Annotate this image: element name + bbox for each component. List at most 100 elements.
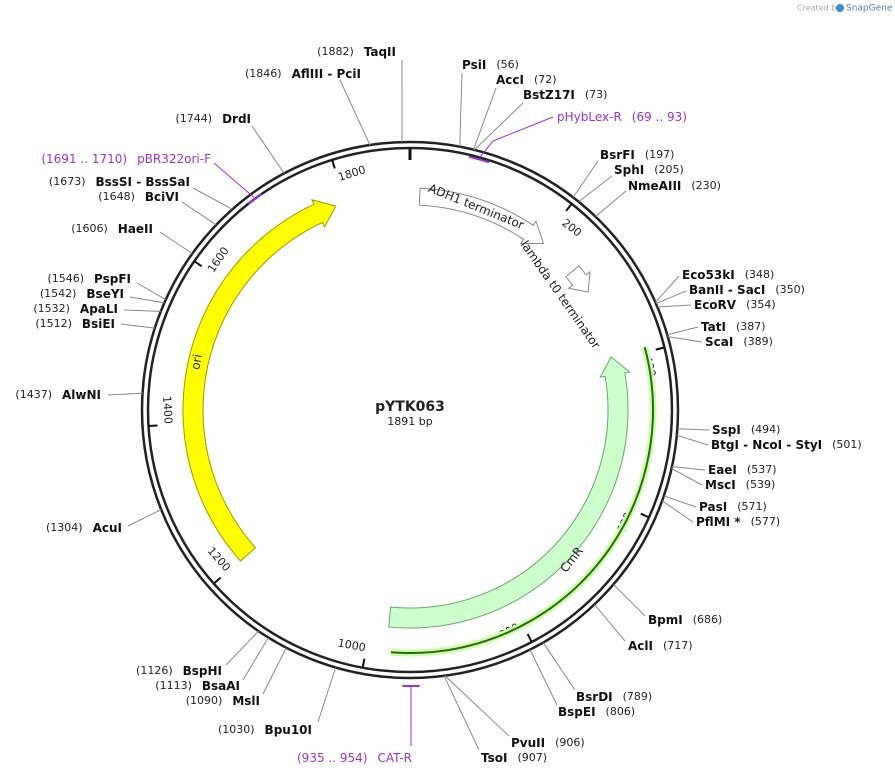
- feature-arrow: [418, 187, 545, 245]
- enzyme-site: (1437): [15, 388, 52, 401]
- primer-name: pBR322ori-F: [137, 152, 211, 166]
- enzyme-name: BstZ17I: [523, 88, 575, 102]
- primer-name: CAT-R: [377, 751, 412, 765]
- enzyme-label: SphI (205): [614, 163, 684, 177]
- enzyme-name: AcuI: [93, 521, 122, 535]
- enzyme-name: EcoRV: [694, 298, 737, 312]
- leader-line: [657, 304, 692, 308]
- enzyme-name: NmeAIII: [628, 179, 681, 193]
- enzyme-name: AclI: [628, 639, 653, 653]
- enzyme-label: (1113) BsaAI: [155, 679, 240, 693]
- leader-line: [181, 201, 217, 226]
- enzyme-site: (1304): [46, 521, 83, 534]
- enzyme-name: AlwNI: [62, 388, 101, 402]
- enzyme-name: PsiI: [462, 58, 486, 72]
- enzyme-label: BsrDI (789): [576, 690, 652, 704]
- enzyme-label: AccI (72): [496, 73, 557, 87]
- leader-line: [473, 87, 497, 150]
- ring-tick-label: 1200: [205, 544, 233, 574]
- plasmid-length: 1891 bp: [387, 415, 432, 428]
- enzyme-site: (806): [606, 705, 636, 718]
- leader-line: [594, 604, 626, 642]
- enzyme-name: SspI: [712, 423, 741, 437]
- enzyme-label: (1606) HaeII: [71, 222, 153, 236]
- enzyme-site: (501): [832, 438, 862, 451]
- enzyme-site: (205): [654, 163, 684, 176]
- enzyme-name: BsiEI: [82, 317, 115, 331]
- enzyme-site: (1606): [71, 222, 108, 235]
- enzyme-name: AflIII - PciI: [292, 67, 361, 81]
- enzyme-site: (1090): [186, 694, 223, 707]
- enzyme-label: AclI (717): [628, 639, 693, 653]
- enzyme-site: (1744): [175, 112, 212, 125]
- enzyme-label: (1030) Bpu10I: [218, 723, 312, 737]
- leader-line: [661, 500, 694, 523]
- ring-tick: [565, 203, 573, 212]
- enzyme-site: (1532): [33, 302, 70, 315]
- enzyme-site: (230): [691, 179, 721, 192]
- enzyme-name: DrdI: [222, 112, 251, 126]
- ring-tick: [655, 346, 665, 351]
- enzyme-label: BtgI - NcoI - StyI (501): [711, 438, 862, 452]
- enzyme-name: MscI: [705, 478, 736, 492]
- enzyme-name: Bpu10I: [265, 723, 312, 737]
- enzyme-label: (1744) DrdI: [175, 112, 251, 126]
- enzyme-site: (907): [517, 751, 547, 764]
- enzyme-label: (1437) AlwNI: [15, 388, 101, 402]
- ring-tick: [193, 260, 203, 268]
- enzyme-site: (350): [775, 283, 805, 296]
- feature-arrow: [390, 346, 654, 654]
- enzyme-name: HaeII: [118, 222, 153, 236]
- primer-label: pHybLex-R (69 .. 93): [557, 110, 687, 124]
- primer-mark: [247, 193, 263, 205]
- feature-label: lambda t0 terminator: [518, 238, 603, 352]
- enzyme-name: MslI: [232, 694, 260, 708]
- enzyme-label: BpmI (686): [648, 613, 722, 627]
- plasmid-name: pYTK063: [375, 399, 445, 415]
- enzyme-name: PspFI: [94, 272, 131, 286]
- ring-tick-label: 200: [559, 216, 584, 239]
- leader-line: [671, 468, 703, 486]
- enzyme-site: (571): [737, 500, 767, 513]
- enzyme-name: EaeI: [708, 463, 737, 477]
- leader-line: [667, 336, 703, 343]
- leader-line: [129, 296, 165, 304]
- enzyme-site: (577): [751, 515, 781, 528]
- ring-outer: [140, 140, 680, 680]
- leader-line: [578, 175, 613, 203]
- leader-line: [671, 466, 706, 471]
- leader-line: [677, 428, 710, 431]
- enzyme-name: BanII - SacI: [689, 283, 765, 297]
- enzyme-label: EaeI (537): [708, 463, 777, 477]
- leader-line: [120, 323, 155, 329]
- enzyme-site: (348): [745, 268, 775, 281]
- leader-line: [136, 282, 166, 301]
- leader-line: [655, 275, 680, 303]
- feature-arrow: [182, 198, 337, 562]
- enzyme-site: (789): [623, 690, 653, 703]
- brand: SnapGene: [846, 4, 893, 14]
- primer-leader: [479, 116, 554, 158]
- ring-tick: [640, 512, 650, 519]
- enzyme-site: (686): [693, 613, 723, 626]
- leader-line: [159, 231, 193, 255]
- leader-line: [663, 495, 697, 508]
- leader-line: [572, 160, 599, 198]
- enzyme-name: PflMI *: [696, 515, 741, 529]
- primer-mark: [468, 155, 490, 164]
- enzyme-site: (494): [751, 423, 781, 436]
- enzyme-site: (387): [736, 320, 766, 333]
- enzyme-label: EcoRV (354): [694, 298, 776, 312]
- enzyme-name: PasI: [699, 500, 727, 514]
- leader-line: [242, 637, 269, 681]
- ring-tick: [148, 424, 158, 427]
- enzyme-label: (1882) TaqII: [317, 45, 396, 59]
- logo-icon: [836, 4, 844, 12]
- enzyme-label: PsiI (56): [462, 58, 519, 72]
- primer-name: pHybLex-R: [557, 110, 622, 124]
- created-by: Created by: [797, 4, 841, 13]
- enzyme-name: Eco53kI: [682, 268, 735, 282]
- leader-line: [317, 667, 337, 723]
- enzyme-site: (72): [534, 73, 557, 86]
